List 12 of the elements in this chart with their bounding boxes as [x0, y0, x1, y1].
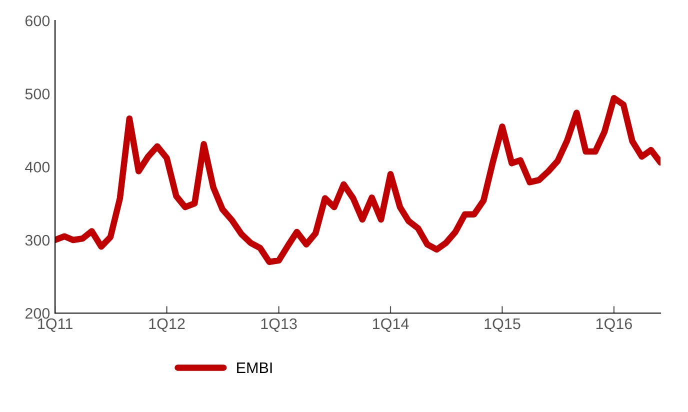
y-tick-label: 500 [25, 88, 50, 100]
y-tick-label: 600 [25, 15, 50, 26]
legend-label: EMBI [237, 362, 272, 374]
y-tick-label: 400 [25, 162, 50, 173]
y-tick-label: 300 [25, 234, 50, 246]
x-tick-label: 1Q12 [149, 318, 185, 332]
x-tick-label: 1Q16 [596, 318, 632, 332]
y-tick-label: 200 [25, 308, 50, 319]
x-tick-label: 1Q15 [484, 318, 520, 332]
x-tick-label: 1Q11 [38, 318, 72, 332]
x-tick-label: 1Q14 [372, 318, 409, 332]
x-tick-label: 1Q13 [261, 318, 297, 332]
